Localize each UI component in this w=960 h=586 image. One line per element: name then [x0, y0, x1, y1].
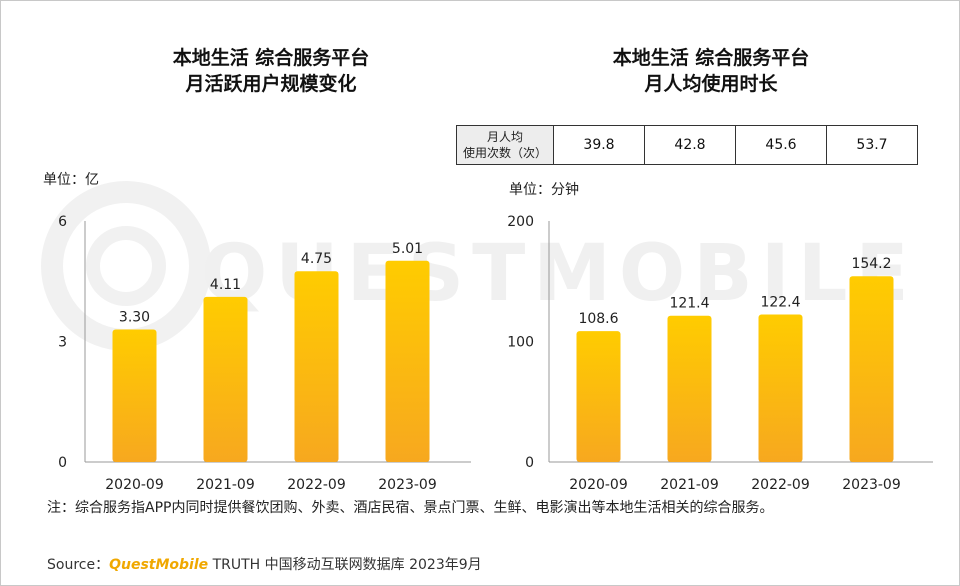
left-chart-title: 本地生活 综合服务平台 月活跃用户规模变化: [101, 45, 441, 97]
right-chart-title-line1: 本地生活 综合服务平台: [612, 47, 810, 69]
right-chart-title: 本地生活 综合服务平台 月人均使用时长: [541, 45, 881, 97]
right-y-tick-label: 100: [507, 335, 534, 351]
left-bar: [294, 271, 339, 462]
left-bar: [203, 296, 248, 462]
right-chart-unit: 单位：分钟: [509, 182, 579, 198]
right-bar-value-label: 121.4: [669, 296, 709, 312]
usage-frequency-table: 月人均 使用次数（次） 39.8 42.8 45.6 53.7: [456, 125, 918, 165]
source-prefix: Source：: [47, 557, 110, 573]
left-y-tick-label: 6: [58, 214, 67, 230]
footnote: 注：综合服务指APP内同时提供餐饮团购、外卖、酒店民宿、景点门票、生鲜、电影演出…: [47, 500, 774, 516]
right-y-tick-label: 200: [507, 214, 534, 230]
left-bar-value-label: 4.75: [301, 251, 332, 267]
right-bar: [758, 314, 803, 462]
right-x-tick-label: 2023-09: [842, 477, 901, 493]
left-x-tick-label: 2020-09: [105, 477, 164, 493]
source-line: Source：QuestMobile TRUTH 中国移动互联网数据库 2023…: [47, 554, 482, 574]
left-x-tick-label: 2023-09: [378, 477, 437, 493]
right-x-tick-label: 2022-09: [751, 477, 810, 493]
left-x-tick-label: 2021-09: [196, 477, 255, 493]
right-bar-value-label: 122.4: [760, 295, 800, 311]
left-chart-unit: 单位：亿: [43, 172, 99, 188]
right-y-tick-label: 0: [525, 455, 534, 471]
right-chart-title-line2: 月人均使用时长: [644, 73, 778, 95]
table-cell: 53.7: [826, 125, 918, 165]
right-bar-value-label: 108.6: [578, 311, 618, 327]
source-suffix: TRUTH 中国移动互联网数据库 2023年9月: [208, 557, 482, 573]
table-header-line2: 使用次数（次）: [462, 146, 547, 160]
left-bar-value-label: 4.11: [210, 277, 241, 293]
right-x-tick-label: 2020-09: [569, 477, 628, 493]
table-header-line1: 月人均: [486, 130, 523, 144]
source-brand: QuestMobile: [109, 557, 209, 573]
left-x-tick-label: 2022-09: [287, 477, 346, 493]
table-header-cell: 月人均 使用次数（次）: [456, 125, 554, 165]
left-bar: [385, 260, 430, 462]
left-y-tick-label: 0: [58, 455, 67, 471]
left-chart-title-line1: 本地生活 综合服务平台: [172, 47, 370, 69]
right-bar: [667, 315, 712, 462]
left-bar: [112, 329, 157, 462]
table-cell: 39.8: [553, 125, 645, 165]
right-bar-value-label: 154.2: [851, 256, 891, 272]
right-x-tick-label: 2021-09: [660, 477, 719, 493]
left-bar-value-label: 3.30: [119, 309, 150, 325]
left-bar-value-label: 5.01: [392, 241, 423, 257]
right-bar: [576, 331, 621, 462]
table-row: 月人均 使用次数（次） 39.8 42.8 45.6 53.7: [456, 125, 918, 165]
right-bar: [849, 276, 894, 462]
left-y-tick-label: 3: [58, 335, 67, 351]
left-chart-title-line2: 月活跃用户规模变化: [185, 73, 357, 95]
table-cell: 45.6: [735, 125, 827, 165]
table-cell: 42.8: [644, 125, 736, 165]
